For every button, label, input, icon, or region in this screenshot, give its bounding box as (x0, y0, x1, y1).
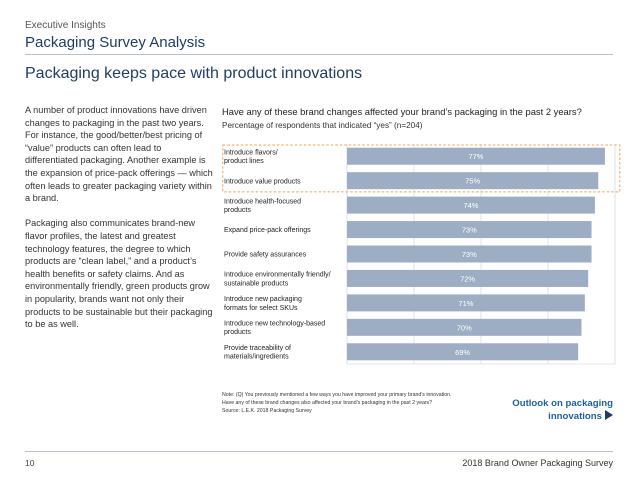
bar (347, 172, 599, 190)
bar (347, 343, 579, 361)
category-label-line: Introduce health-focused (224, 198, 301, 205)
category-label-line: Introduce new technology-based (224, 321, 325, 328)
category-label-line: Provide traceability of (224, 345, 291, 352)
bar (347, 318, 582, 336)
header-title: Packaging Survey Analysis (25, 34, 206, 51)
category-label: Introduce health-focused products (224, 198, 301, 214)
bar-data-label: 74% (463, 201, 478, 210)
category-label: Expand price-pack offerings (224, 227, 311, 234)
body-paragraph-1: A number of product innovations have dri… (25, 105, 213, 204)
bar-data-label: 70% (457, 323, 472, 332)
body-paragraph-2: Packaging also communicates brand-new fl… (25, 218, 213, 330)
bar-data-label: 75% (465, 177, 480, 186)
page-headline: Packaging keeps pace with product innova… (25, 65, 363, 82)
category-label-line: sustainable products (224, 280, 289, 287)
bar (347, 245, 592, 263)
bar (347, 196, 595, 214)
chart-question: Have any of these brand changes affected… (222, 106, 582, 117)
highlight-box (222, 144, 621, 193)
bar-data-label: 77% (468, 152, 483, 161)
category-label-line: Introduce new packaging (224, 296, 302, 303)
category-label-line: materials/ingredients (224, 354, 289, 361)
play-arrow-icon (605, 410, 613, 420)
category-label-line: products (224, 329, 251, 336)
page-number: 10 (25, 458, 35, 468)
footer-report-name: 2018 Brand Owner Packaging Survey (462, 458, 613, 468)
bar-chart: 77% Introduce flavors/product lines 75% Int… (222, 144, 621, 365)
category-label-line: Introduce value products (224, 178, 301, 185)
category-label: Introduce value products (224, 178, 301, 185)
category-label-line: Introduce flavors/ (224, 150, 278, 157)
header-kicker: Executive Insights (25, 20, 106, 31)
bar-data-label: 73% (462, 250, 477, 259)
category-label-line: Expand price-pack offerings (224, 227, 311, 234)
category-label-line: products (224, 207, 251, 214)
category-label: Introduce new technology-based products (224, 321, 325, 337)
category-label-line: Introduce environmentally friendly/ (224, 272, 331, 279)
footer-divider (25, 451, 613, 452)
outlook-label-line-2: innovations (548, 411, 602, 422)
bar-data-label: 69% (455, 348, 470, 357)
note-line-1: Note: (Q) You previously mentioned a few… (222, 392, 452, 398)
category-label: Introduce new packaging formats for selec… (224, 296, 302, 312)
bar (347, 221, 592, 239)
category-label-line: formats for select SKUs (224, 305, 298, 312)
bar (347, 269, 589, 287)
bar (347, 147, 605, 165)
category-label: Introduce flavors/product lines (224, 150, 278, 166)
category-label-line: product lines (224, 158, 264, 165)
category-label: Provide safety assurances (224, 252, 307, 259)
bar-data-label: 73% (462, 226, 477, 235)
category-label: Provide traceability of materials/ingredi… (224, 345, 291, 361)
outlook-label-line-1: Outlook on packaging (512, 398, 613, 409)
source-line: Source: L.E.K. 2018 Packaging Survey (222, 408, 312, 414)
outlook-link[interactable]: Outlook on packaging innovations (488, 398, 613, 423)
header-divider (25, 54, 613, 55)
category-label-line: Provide safety assurances (224, 252, 307, 259)
note-line-2: Have any of these brand changes also aff… (222, 400, 433, 406)
body-text: A number of product innovations have dri… (25, 104, 215, 343)
bar (347, 294, 585, 312)
chart-question-subtitle: Percentage of respondents that indicated… (222, 121, 423, 130)
bar-data-label: 72% (460, 274, 475, 283)
bar-data-label: 71% (458, 299, 473, 308)
category-label: Introduce environmentally friendly/susta… (224, 272, 331, 288)
chart-notes: Note: (Q) You previously mentioned a few… (222, 391, 451, 415)
